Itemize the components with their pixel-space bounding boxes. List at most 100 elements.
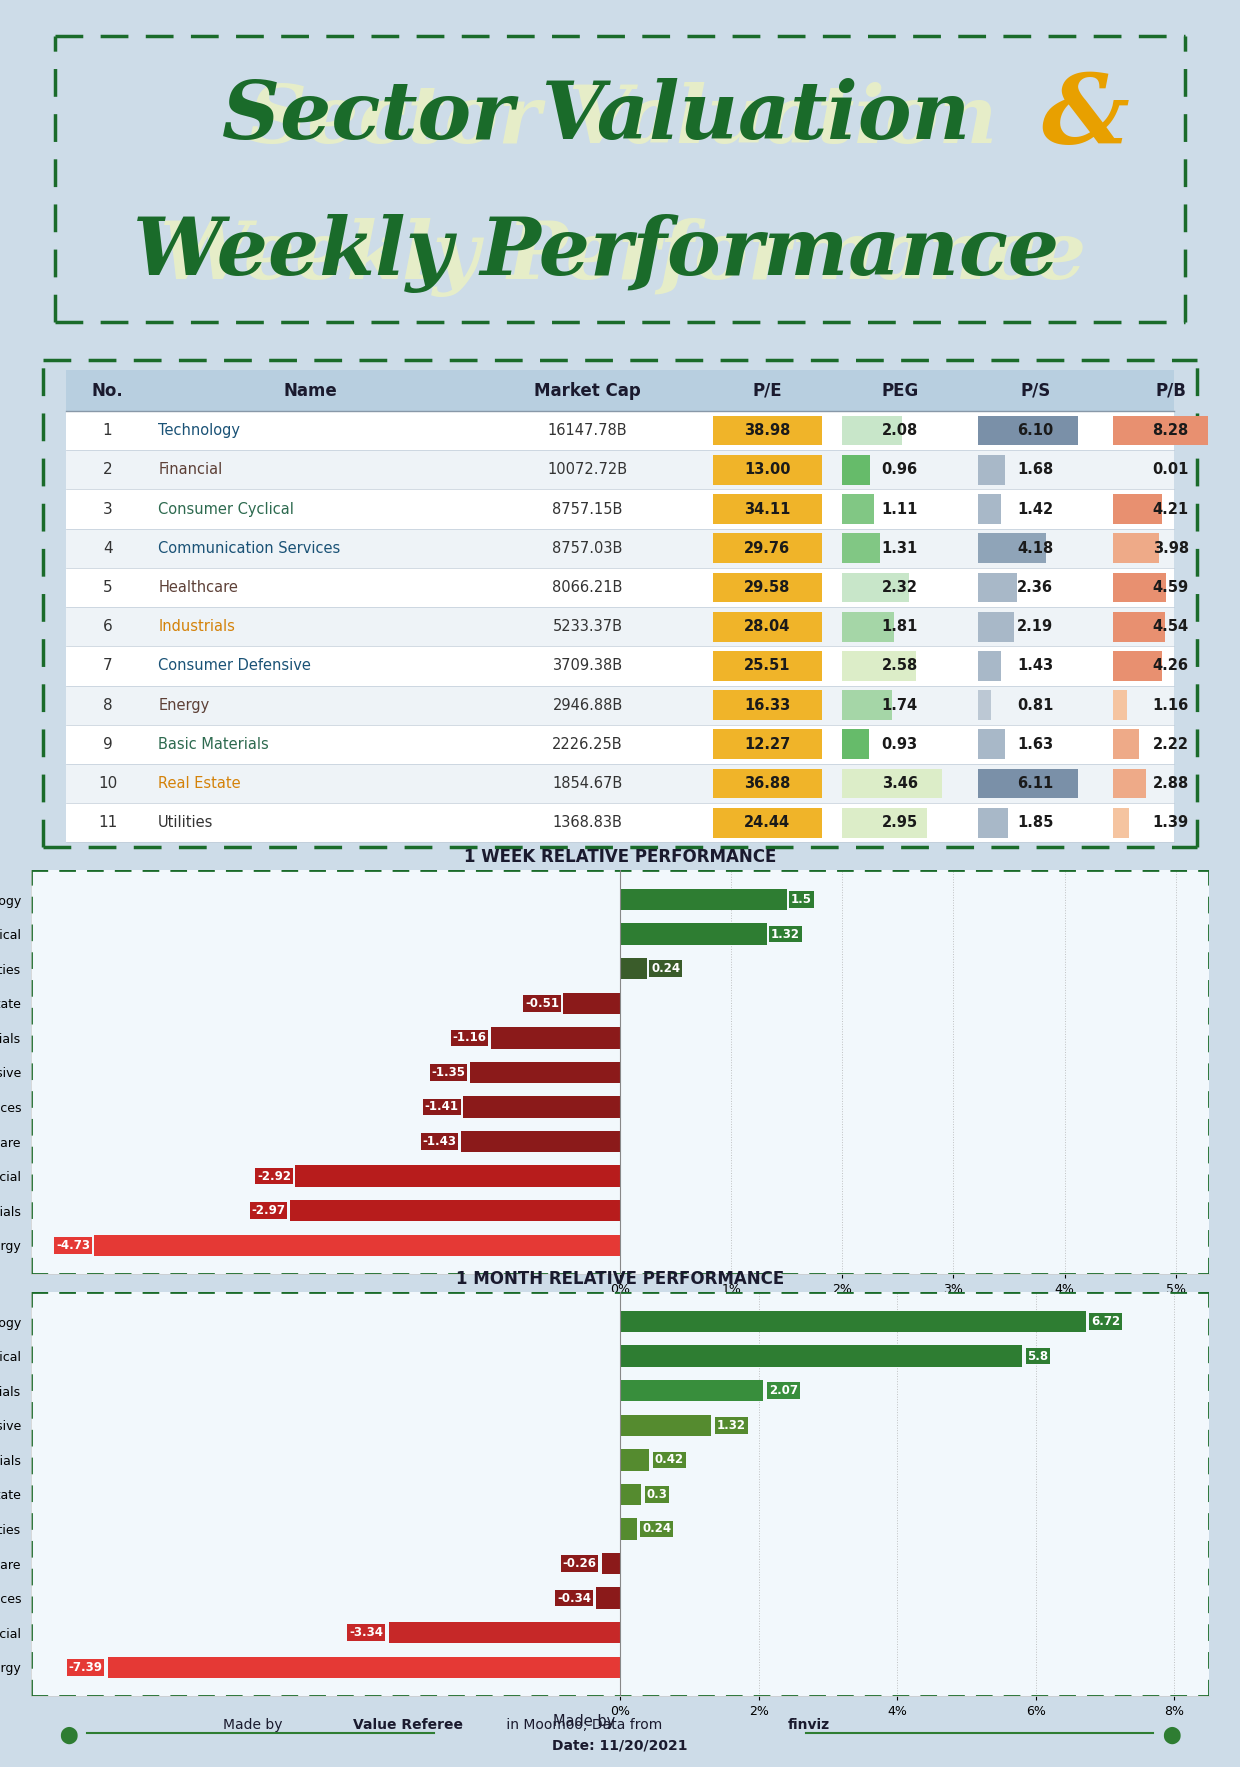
Text: Consumer Cyclical: Consumer Cyclical xyxy=(159,502,294,516)
Text: 3709.38B: 3709.38B xyxy=(553,659,622,673)
Text: 25.51: 25.51 xyxy=(744,659,791,673)
Text: 4.26: 4.26 xyxy=(1153,659,1189,673)
Bar xyxy=(620,924,766,945)
Bar xyxy=(1114,769,1147,799)
Text: Market Cap: Market Cap xyxy=(534,382,641,399)
Text: 4.18: 4.18 xyxy=(1017,541,1053,557)
Bar xyxy=(67,489,1173,528)
Bar xyxy=(67,763,1173,804)
Bar xyxy=(713,611,822,641)
Text: Financial: Financial xyxy=(159,463,222,477)
Bar xyxy=(842,495,874,525)
Bar xyxy=(1114,730,1138,760)
Text: Date: 11/20/2021: Date: 11/20/2021 xyxy=(552,1739,688,1753)
Bar xyxy=(67,451,1173,489)
Text: 6.72: 6.72 xyxy=(1091,1315,1120,1329)
Text: 36.88: 36.88 xyxy=(744,776,790,792)
Text: 24.44: 24.44 xyxy=(744,815,790,830)
Text: P/B: P/B xyxy=(1156,382,1187,399)
Bar xyxy=(842,650,916,680)
Title: 1 MONTH RELATIVE PERFORMANCE: 1 MONTH RELATIVE PERFORMANCE xyxy=(456,1270,784,1288)
Bar xyxy=(67,647,1173,686)
Bar xyxy=(601,1553,620,1574)
Bar xyxy=(713,495,822,525)
Bar xyxy=(1114,808,1130,838)
Text: 11: 11 xyxy=(98,815,118,830)
Bar xyxy=(620,1345,1022,1368)
Text: 1.5: 1.5 xyxy=(791,892,812,906)
Title: 1 WEEK RELATIVE PERFORMANCE: 1 WEEK RELATIVE PERFORMANCE xyxy=(464,848,776,866)
Text: &: & xyxy=(1042,69,1130,164)
Text: 8066.21B: 8066.21B xyxy=(552,580,622,595)
Bar xyxy=(713,573,822,603)
Text: -1.41: -1.41 xyxy=(425,1101,459,1113)
Bar xyxy=(842,534,880,564)
Text: 1.81: 1.81 xyxy=(882,618,918,634)
Text: 10: 10 xyxy=(98,776,118,792)
Bar xyxy=(295,1166,620,1187)
Bar xyxy=(620,958,647,979)
Text: 29.58: 29.58 xyxy=(744,580,790,595)
Bar xyxy=(67,371,1173,412)
Text: 2.08: 2.08 xyxy=(882,422,918,438)
Bar xyxy=(978,769,1078,799)
Bar xyxy=(491,1027,620,1048)
Bar xyxy=(978,454,1006,484)
Text: Made by: Made by xyxy=(553,1714,620,1728)
Text: 1: 1 xyxy=(103,422,113,438)
Text: -2.92: -2.92 xyxy=(257,1170,291,1182)
Text: 1.16: 1.16 xyxy=(1153,698,1189,712)
Bar xyxy=(620,889,786,910)
Text: 29.76: 29.76 xyxy=(744,541,790,557)
Bar xyxy=(842,808,928,838)
Text: Communication Services: Communication Services xyxy=(159,541,341,557)
Bar xyxy=(978,534,1047,564)
Bar xyxy=(842,730,869,760)
Bar xyxy=(620,1380,764,1401)
Bar xyxy=(620,1518,636,1539)
Text: 8757.03B: 8757.03B xyxy=(552,541,622,557)
Bar xyxy=(620,1449,649,1470)
Bar xyxy=(842,691,893,719)
Text: Name: Name xyxy=(284,382,337,399)
Text: Weekly Performance: Weekly Performance xyxy=(134,214,1059,293)
Text: 9: 9 xyxy=(103,737,113,751)
Text: -7.39: -7.39 xyxy=(68,1661,103,1673)
Text: Sector Valuation: Sector Valuation xyxy=(249,83,998,161)
Text: Utilities: Utilities xyxy=(159,815,213,830)
Text: 5.8: 5.8 xyxy=(1028,1350,1049,1362)
Bar xyxy=(67,804,1173,843)
Text: Value Referee: Value Referee xyxy=(353,1718,464,1732)
Text: PEG: PEG xyxy=(882,382,919,399)
Bar xyxy=(1114,573,1166,603)
Bar xyxy=(290,1200,620,1221)
Bar xyxy=(67,686,1173,724)
Text: -4.73: -4.73 xyxy=(56,1239,89,1251)
Text: 28.04: 28.04 xyxy=(744,618,790,634)
Bar xyxy=(713,691,822,719)
Bar xyxy=(563,993,620,1014)
Bar xyxy=(713,454,822,484)
Bar xyxy=(1114,650,1162,680)
Text: 0.42: 0.42 xyxy=(655,1452,683,1467)
Text: 1.43: 1.43 xyxy=(1017,659,1053,673)
Text: 1.68: 1.68 xyxy=(1017,463,1053,477)
Bar xyxy=(842,454,870,484)
Text: 2.88: 2.88 xyxy=(1153,776,1189,792)
Bar xyxy=(842,611,894,641)
Bar xyxy=(1114,415,1208,445)
Text: 6.11: 6.11 xyxy=(1017,776,1053,792)
Bar xyxy=(713,650,822,680)
Text: 4.59: 4.59 xyxy=(1153,580,1189,595)
Text: 8: 8 xyxy=(103,698,113,712)
Bar xyxy=(978,611,1014,641)
Bar xyxy=(842,573,909,603)
Text: Energy: Energy xyxy=(159,698,210,712)
Text: Weekly Performance: Weekly Performance xyxy=(160,219,1086,297)
Bar xyxy=(713,534,822,564)
Text: 6.10: 6.10 xyxy=(1017,422,1053,438)
Text: P/E: P/E xyxy=(753,382,782,399)
Text: Real Estate: Real Estate xyxy=(159,776,241,792)
Text: -3.34: -3.34 xyxy=(348,1626,383,1640)
Bar xyxy=(620,1484,641,1505)
